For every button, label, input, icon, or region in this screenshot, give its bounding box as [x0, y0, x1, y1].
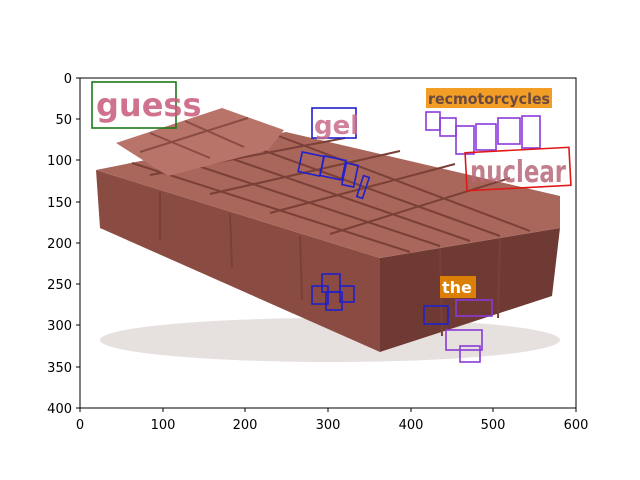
box-nuclear: [464, 146, 572, 192]
purple-box: [455, 299, 493, 317]
box-recmotorcycles: [426, 88, 552, 108]
box-the: [440, 276, 476, 298]
purple-box: [475, 123, 497, 151]
pillow: [116, 108, 284, 176]
annotations: guess gel recmotorcycles: [91, 81, 572, 363]
blue-word-row: [297, 150, 371, 200]
purple-box: [459, 345, 481, 363]
x-tick-label: 100: [151, 418, 176, 433]
label-recmotorcycles: recmotorcycles: [428, 90, 550, 108]
x-axis: [79, 408, 577, 412]
blue-box: [340, 162, 360, 188]
blue-box: [355, 174, 371, 200]
annotation-guess: guess: [91, 81, 201, 129]
bed-front-face: [96, 170, 380, 352]
purple-box: [497, 117, 521, 145]
pillow-grooves: [139, 117, 249, 159]
label-guess: guess: [96, 86, 201, 124]
x-tick-label: 600: [564, 418, 589, 433]
x-tick-label: 400: [399, 418, 424, 433]
blue-box: [319, 154, 347, 182]
x-tick-label: 500: [481, 418, 506, 433]
blue-box: [311, 285, 329, 305]
label-the: the: [442, 278, 472, 297]
blue-box: [325, 291, 343, 311]
y-tick-label: 300: [47, 319, 72, 334]
box-guess: [91, 81, 177, 129]
y-axis: [76, 77, 80, 409]
blue-word-row-lower: [311, 273, 449, 325]
y-tick-labels: 0 50 100 150 200 250 300 350 400: [47, 72, 72, 417]
y-tick-label: 150: [47, 196, 72, 211]
chocolate-grooves: [131, 134, 531, 337]
annotation-gel: gel: [311, 107, 359, 141]
annotation-recmotorcycles: recmotorcycles: [426, 88, 552, 108]
label-gel: gel: [314, 111, 359, 141]
y-tick-label: 250: [47, 278, 72, 293]
y-tick-label: 0: [64, 72, 72, 87]
purple-word-row-lower: [445, 299, 493, 363]
annotation-nuclear: nuclear: [464, 146, 572, 192]
y-tick-label: 400: [47, 402, 72, 417]
blue-box: [339, 285, 355, 303]
x-tick-label: 0: [76, 418, 84, 433]
purple-box: [445, 329, 483, 351]
purple-box: [521, 115, 541, 149]
x-tick-label: 300: [316, 418, 341, 433]
blue-box: [423, 305, 449, 325]
purple-word-row: [425, 111, 541, 155]
y-tick-label: 350: [47, 361, 72, 376]
annotation-the: the: [440, 276, 476, 298]
x-tick-labels: 0 100 200 300 400 500 600: [76, 418, 589, 433]
x-tick-label: 200: [233, 418, 258, 433]
y-tick-label: 100: [47, 154, 72, 169]
y-tick-label: 50: [55, 113, 72, 128]
y-tick-label: 200: [47, 237, 72, 252]
box-gel: [311, 107, 357, 139]
photo: [96, 108, 560, 362]
plot-area: guess gel recmotorcycles: [79, 77, 577, 409]
label-nuclear: nuclear: [470, 155, 566, 190]
